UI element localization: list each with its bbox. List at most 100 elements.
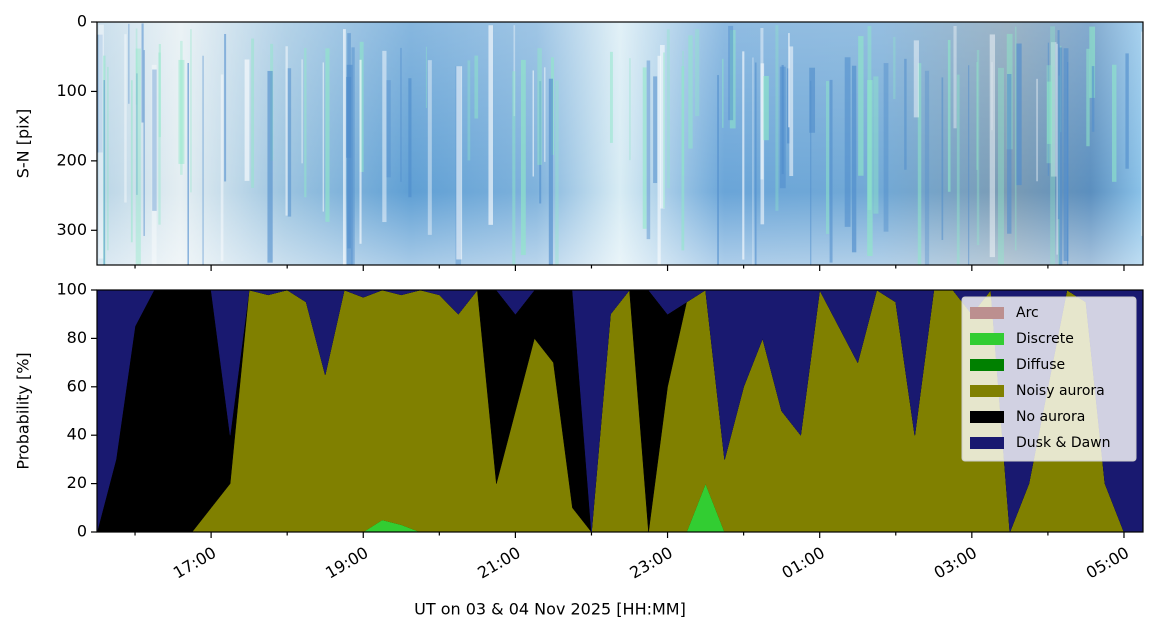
- keogram-image: [97, 22, 1143, 265]
- keogram-streak: [941, 77, 944, 241]
- legend-label: Diffuse: [1016, 357, 1065, 373]
- y-tick-label: 0: [77, 522, 87, 541]
- keogram-streak: [722, 58, 724, 128]
- keogram-streak: [968, 65, 970, 265]
- keogram-streak: [474, 55, 479, 119]
- keogram-streak: [158, 52, 161, 225]
- keogram-streak: [520, 59, 526, 256]
- keogram-streak: [346, 64, 353, 265]
- y-axis-label: S-N [pix]: [14, 109, 33, 179]
- legend-swatch: [970, 307, 1004, 319]
- y-tick-label: 100: [56, 81, 87, 100]
- keogram-streak: [1058, 47, 1063, 265]
- legend-label: No aurora: [1016, 409, 1085, 425]
- keogram-streak: [386, 80, 391, 178]
- legend-swatch: [970, 359, 1004, 371]
- keogram-streak: [400, 47, 402, 182]
- keogram-streak: [858, 36, 864, 176]
- keogram-streak: [136, 73, 138, 195]
- keogram-streak: [135, 28, 138, 105]
- y-axis-label: Probability [%]: [14, 352, 33, 469]
- keogram-streak: [752, 57, 754, 265]
- keogram-streak: [1063, 48, 1069, 261]
- keogram-streak: [244, 59, 250, 181]
- keogram-streak: [953, 26, 957, 129]
- keogram-streak: [180, 40, 183, 175]
- keogram-streak: [867, 26, 872, 210]
- keogram-streak: [1141, 31, 1143, 236]
- keogram-streak: [1036, 78, 1039, 182]
- keogram-streak: [135, 48, 141, 265]
- keogram-streak: [913, 40, 919, 118]
- keogram-streak: [537, 48, 542, 165]
- keogram-streak: [548, 78, 553, 265]
- keogram-streak: [728, 25, 734, 121]
- keogram-streak: [267, 70, 273, 263]
- keogram-streak: [789, 46, 794, 177]
- keogram-streak: [717, 75, 719, 265]
- keogram-streak: [467, 60, 471, 161]
- keogram-streak: [124, 34, 127, 203]
- keogram-streak: [991, 62, 993, 131]
- keogram-streak: [158, 43, 161, 138]
- keogram-streak: [359, 59, 362, 244]
- keogram-streak: [825, 81, 830, 234]
- y-tick-label: 100: [56, 280, 87, 299]
- keogram-streak: [997, 67, 1004, 265]
- keogram-streak: [976, 61, 978, 170]
- y-tick-label: 40: [67, 425, 87, 444]
- keogram-streak: [695, 29, 700, 117]
- legend-label: Dusk & Dawn: [1016, 435, 1111, 451]
- keogram-streak: [1091, 66, 1095, 132]
- legend-swatch: [970, 385, 1004, 397]
- keogram-streak: [103, 80, 105, 265]
- keogram-streak: [322, 62, 324, 212]
- keogram-streak: [663, 52, 665, 209]
- keogram-streak: [1050, 42, 1057, 177]
- keogram-streak: [152, 69, 157, 211]
- keogram-streak: [512, 71, 516, 265]
- keogram-streak: [956, 74, 960, 265]
- keogram-streak: [143, 50, 145, 236]
- keogram-streak: [781, 64, 784, 175]
- keogram-streak: [1056, 43, 1058, 255]
- keogram-streak: [867, 80, 873, 257]
- keogram-streak: [190, 29, 192, 193]
- x-tick-label: 05:00: [1083, 543, 1132, 583]
- keogram-streak: [829, 79, 833, 263]
- keogram-streak: [325, 48, 330, 222]
- keogram-streak: [130, 80, 133, 243]
- keogram-streak: [1067, 62, 1069, 265]
- keogram-streak: [97, 34, 103, 153]
- keogram-streak: [1125, 53, 1129, 169]
- keogram-streak: [763, 76, 769, 141]
- keogram-streak: [151, 64, 157, 265]
- keogram-streak: [1057, 30, 1060, 220]
- keogram-streak: [187, 62, 189, 265]
- keogram-streak: [642, 67, 647, 229]
- keogram-streak: [760, 27, 764, 180]
- keogram-streak: [947, 39, 951, 192]
- keogram-streak: [681, 66, 685, 251]
- keogram-streak: [989, 34, 996, 258]
- keogram-streak: [513, 25, 516, 117]
- legend-label: Noisy aurora: [1016, 383, 1105, 399]
- axes-frame: [96, 289, 1144, 533]
- keogram-streak: [742, 51, 745, 260]
- keogram-streak: [301, 59, 303, 164]
- y-tick-label: 200: [56, 150, 87, 169]
- keogram-streak: [555, 80, 559, 265]
- keogram-streak: [924, 70, 930, 265]
- keogram-streak: [883, 63, 889, 232]
- keogram-streak: [682, 50, 684, 176]
- keogram-streak: [128, 23, 130, 104]
- x-tick-label: 19:00: [322, 543, 371, 583]
- keogram-streak: [609, 51, 613, 143]
- legend-label: Arc: [1016, 305, 1039, 321]
- keogram-streak: [810, 80, 812, 265]
- axes-frame: [96, 21, 1144, 266]
- keogram-streak: [1016, 43, 1022, 186]
- keogram-streak: [1046, 81, 1052, 144]
- y-tick-label: 20: [67, 473, 87, 492]
- keogram-streak: [98, 24, 104, 259]
